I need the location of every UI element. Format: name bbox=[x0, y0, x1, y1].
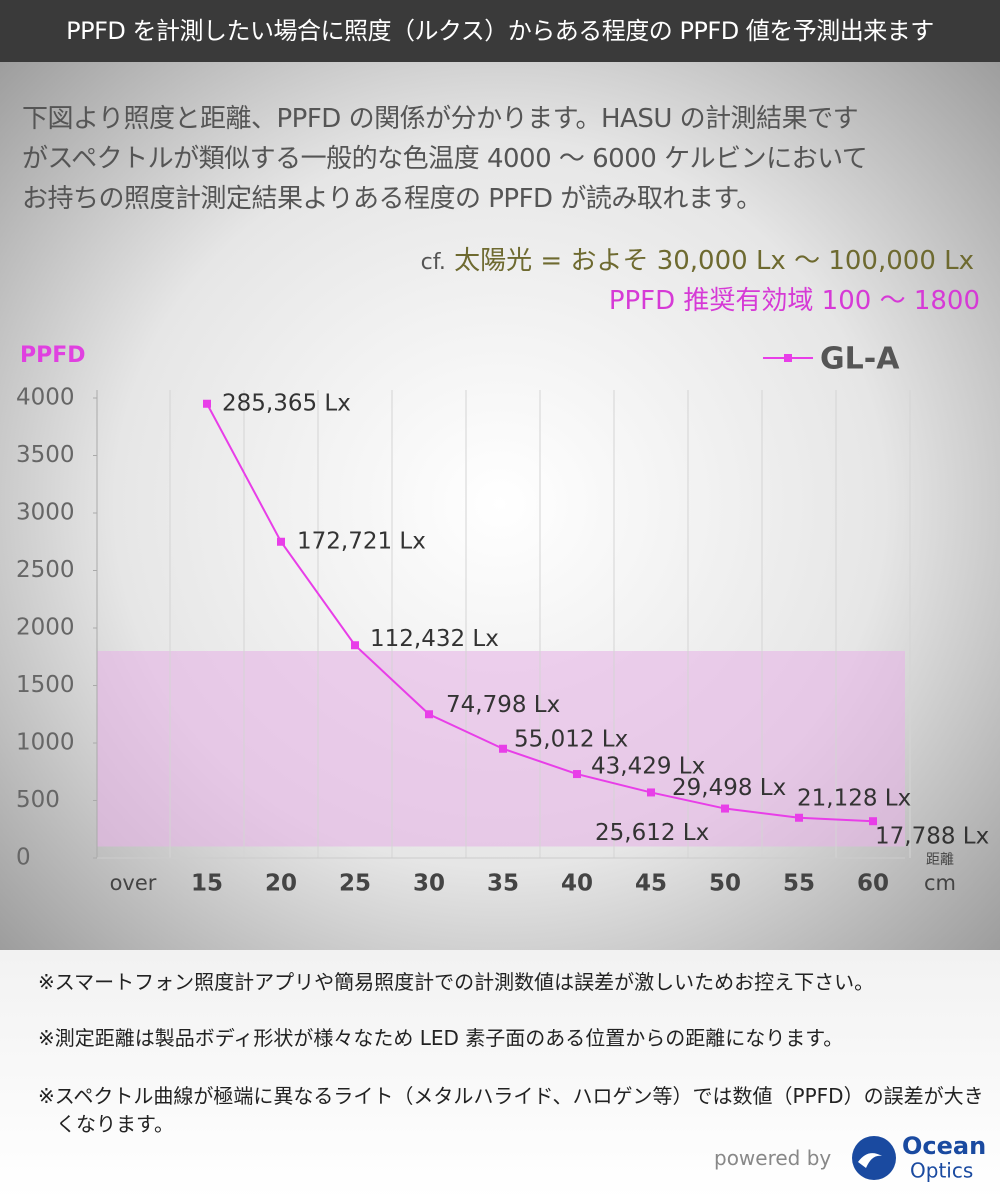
x-axis-label: 距離 bbox=[926, 851, 954, 868]
logo-wave bbox=[858, 1153, 882, 1168]
point bbox=[721, 804, 729, 813]
series-line bbox=[206, 403, 874, 823]
y-tick-label: 2500 bbox=[16, 557, 75, 583]
point-label: 21,128 Lx bbox=[797, 785, 911, 811]
x-axis-unit: cm bbox=[924, 871, 956, 895]
point bbox=[351, 641, 359, 650]
logo: Ocean Optics bbox=[852, 1132, 986, 1183]
legend-marker bbox=[784, 354, 792, 362]
y-tick-label: 1500 bbox=[16, 672, 75, 698]
recommended: PPFD 推奨有効域 100 ～ 1800 bbox=[608, 286, 980, 316]
x-tick-label: 20 bbox=[265, 871, 297, 897]
reference: cf. 太陽光 = およそ 30,000 Lx ～ 100,000 Lx bbox=[421, 240, 974, 277]
note: ※スマートフォン照度計アプリや簡易照度計での計測数値は誤差が激しいためお控え下さ… bbox=[38, 970, 875, 994]
legend-label: GL-A bbox=[820, 342, 900, 377]
point-label: 43,429 Lx bbox=[591, 754, 705, 780]
header-title: PPFD を計測したい場合に照度（ルクス）からある程度の PPFD 値を予測出来… bbox=[0, 0, 1000, 62]
note: ※スペクトル曲線が極端に異なるライト（メタルハライド、ハロゲン等）では数値（PP… bbox=[38, 1084, 984, 1136]
point-label: 55,012 Lx bbox=[514, 726, 628, 752]
intro-line: 下図より照度と距離、PPFD の関係が分かります。HASU の計測結果です bbox=[22, 104, 859, 134]
x-tick-label: 15 bbox=[191, 871, 223, 897]
y-tick-label: 2000 bbox=[16, 615, 75, 641]
point-label: 17,788 Lx bbox=[875, 824, 989, 850]
point bbox=[647, 788, 655, 797]
notes-area bbox=[0, 950, 1000, 1200]
point-label: 74,798 Lx bbox=[446, 692, 560, 718]
y-tick-label: 4000 bbox=[16, 385, 75, 411]
point-label: 29,498 Lx bbox=[672, 775, 786, 801]
x-tick-label: 35 bbox=[487, 871, 519, 897]
x-tick-label: 45 bbox=[635, 871, 667, 897]
intro-line: お持ちの照度計測定結果よりある程度の PPFD が読み取れます。 bbox=[22, 184, 762, 214]
x-tick-label: 55 bbox=[783, 871, 815, 897]
point-label: 25,612 Lx bbox=[595, 820, 709, 846]
reference-text: 太陽光 = およそ 30,000 Lx ～ 100,000 Lx bbox=[454, 246, 974, 276]
reference-prefix: cf. bbox=[420, 250, 446, 275]
x-tick-label: 50 bbox=[709, 871, 741, 897]
y-tick-label: 500 bbox=[16, 787, 60, 813]
point bbox=[203, 399, 211, 408]
point bbox=[425, 710, 433, 719]
logo-icon bbox=[852, 1136, 896, 1180]
point-label: 285,365 Lx bbox=[222, 390, 351, 416]
y-tick-label: 1000 bbox=[16, 730, 75, 756]
y-axis-label: PPFD bbox=[20, 343, 86, 368]
x-tick-label: 60 bbox=[857, 871, 889, 897]
y-tick-label: 3000 bbox=[16, 500, 75, 526]
x-tick-label: 25 bbox=[339, 871, 371, 897]
logo-text: Optics bbox=[910, 1159, 973, 1183]
intro-line: がスペクトルが類似する一般的な色温度 4000 ～ 6000 ケルビンにおいて bbox=[22, 144, 868, 174]
powered-by: powered by bbox=[714, 1146, 832, 1170]
x-tick-label: 30 bbox=[413, 871, 445, 897]
point-label: 112,432 Lx bbox=[370, 626, 499, 652]
y-tick-label: 3500 bbox=[16, 442, 75, 468]
y-tick-label: 0 bbox=[16, 845, 31, 871]
note: ※測定距離は製品ボディ形状が様々なため LED 素子面のある位置からの距離になり… bbox=[38, 1026, 844, 1050]
point bbox=[499, 744, 507, 753]
point bbox=[869, 817, 877, 826]
point bbox=[573, 770, 581, 779]
point bbox=[795, 813, 803, 822]
logo-text: Ocean bbox=[902, 1132, 986, 1160]
point bbox=[277, 537, 285, 546]
x-tick-label: over bbox=[110, 871, 157, 895]
chart: 0 500 1000 1500 2000 2500 3000 3500 4000 PPFD over… bbox=[16, 342, 989, 897]
x-tick-label: 40 bbox=[561, 871, 593, 897]
point-label: 172,721 Lx bbox=[297, 528, 426, 554]
